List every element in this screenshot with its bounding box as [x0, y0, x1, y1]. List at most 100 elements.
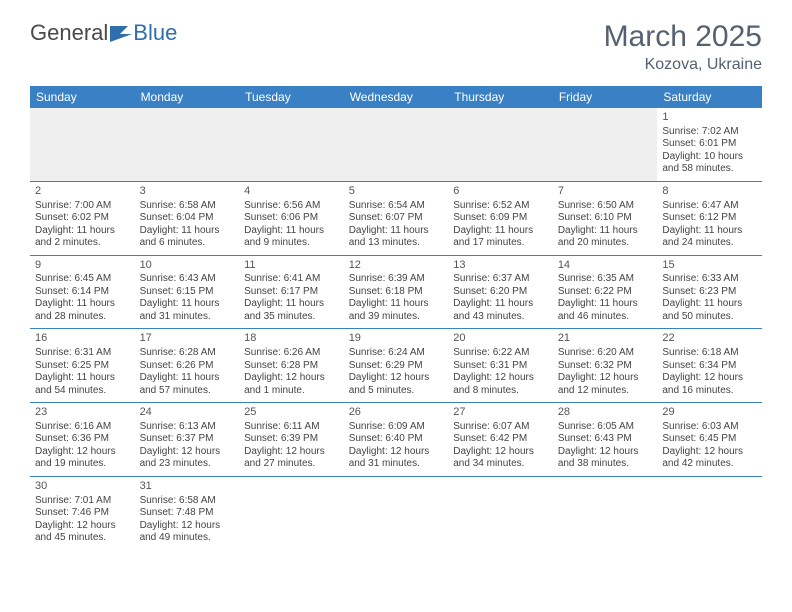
daylight-text: Daylight: 11 hours and 35 minutes. [244, 298, 339, 323]
daylight-text: Daylight: 12 hours and 45 minutes. [35, 520, 130, 545]
sunrise-text: Sunrise: 6:26 AM [244, 347, 339, 360]
daylight-text: Daylight: 11 hours and 9 minutes. [244, 225, 339, 250]
day-number: 22 [662, 332, 757, 346]
calendar-cell: 13Sunrise: 6:37 AMSunset: 6:20 PMDayligh… [448, 255, 553, 329]
sunrise-text: Sunrise: 6:03 AM [662, 421, 757, 434]
daylight-text: Daylight: 11 hours and 2 minutes. [35, 225, 130, 250]
sunset-text: Sunset: 6:28 PM [244, 360, 339, 373]
sunrise-text: Sunrise: 6:07 AM [453, 421, 548, 434]
sunset-text: Sunset: 6:36 PM [35, 433, 130, 446]
sunrise-text: Sunrise: 6:05 AM [558, 421, 653, 434]
sunrise-text: Sunrise: 6:35 AM [558, 273, 653, 286]
sunrise-text: Sunrise: 6:24 AM [349, 347, 444, 360]
day-number: 24 [140, 406, 235, 420]
sunrise-text: Sunrise: 6:52 AM [453, 200, 548, 213]
daylight-text: Daylight: 11 hours and 31 minutes. [140, 298, 235, 323]
weekday-header: Friday [553, 86, 658, 108]
daylight-text: Daylight: 12 hours and 38 minutes. [558, 446, 653, 471]
calendar-cell [344, 476, 449, 549]
day-number: 23 [35, 406, 130, 420]
daylight-text: Daylight: 11 hours and 28 minutes. [35, 298, 130, 323]
sunrise-text: Sunrise: 6:18 AM [662, 347, 757, 360]
day-number: 29 [662, 406, 757, 420]
calendar-cell: 19Sunrise: 6:24 AMSunset: 6:29 PMDayligh… [344, 329, 449, 403]
sunset-text: Sunset: 6:04 PM [140, 212, 235, 225]
calendar-cell: 15Sunrise: 6:33 AMSunset: 6:23 PMDayligh… [657, 255, 762, 329]
sunset-text: Sunset: 6:43 PM [558, 433, 653, 446]
calendar-cell: 4Sunrise: 6:56 AMSunset: 6:06 PMDaylight… [239, 181, 344, 255]
sunset-text: Sunset: 6:31 PM [453, 360, 548, 373]
calendar-cell [239, 108, 344, 181]
sunset-text: Sunset: 6:26 PM [140, 360, 235, 373]
sunset-text: Sunset: 6:07 PM [349, 212, 444, 225]
weekday-header-row: Sunday Monday Tuesday Wednesday Thursday… [30, 86, 762, 108]
day-number: 13 [453, 259, 548, 273]
day-number: 8 [662, 185, 757, 199]
daylight-text: Daylight: 12 hours and 34 minutes. [453, 446, 548, 471]
sunrise-text: Sunrise: 6:31 AM [35, 347, 130, 360]
sunrise-text: Sunrise: 7:01 AM [35, 495, 130, 508]
daylight-text: Daylight: 12 hours and 31 minutes. [349, 446, 444, 471]
day-number: 6 [453, 185, 548, 199]
calendar-cell: 5Sunrise: 6:54 AMSunset: 6:07 PMDaylight… [344, 181, 449, 255]
calendar-cell: 30Sunrise: 7:01 AMSunset: 7:46 PMDayligh… [30, 476, 135, 549]
header: GeneralBlue March 2025 Kozova, Ukraine [30, 20, 762, 74]
sunrise-text: Sunrise: 6:58 AM [140, 495, 235, 508]
calendar-cell: 17Sunrise: 6:28 AMSunset: 6:26 PMDayligh… [135, 329, 240, 403]
calendar-cell: 29Sunrise: 6:03 AMSunset: 6:45 PMDayligh… [657, 403, 762, 477]
day-number: 27 [453, 406, 548, 420]
daylight-text: Daylight: 11 hours and 57 minutes. [140, 372, 235, 397]
day-number: 9 [35, 259, 130, 273]
calendar-cell: 11Sunrise: 6:41 AMSunset: 6:17 PMDayligh… [239, 255, 344, 329]
daylight-text: Daylight: 11 hours and 43 minutes. [453, 298, 548, 323]
calendar-week-row: 16Sunrise: 6:31 AMSunset: 6:25 PMDayligh… [30, 329, 762, 403]
calendar-cell [553, 476, 658, 549]
daylight-text: Daylight: 12 hours and 49 minutes. [140, 520, 235, 545]
calendar-cell: 9Sunrise: 6:45 AMSunset: 6:14 PMDaylight… [30, 255, 135, 329]
sunrise-text: Sunrise: 6:58 AM [140, 200, 235, 213]
day-number: 1 [662, 111, 757, 125]
sunset-text: Sunset: 6:39 PM [244, 433, 339, 446]
sunrise-text: Sunrise: 6:13 AM [140, 421, 235, 434]
sunrise-text: Sunrise: 6:28 AM [140, 347, 235, 360]
day-number: 4 [244, 185, 339, 199]
calendar-cell: 25Sunrise: 6:11 AMSunset: 6:39 PMDayligh… [239, 403, 344, 477]
calendar-week-row: 30Sunrise: 7:01 AMSunset: 7:46 PMDayligh… [30, 476, 762, 549]
sunset-text: Sunset: 6:01 PM [662, 138, 757, 151]
sunset-text: Sunset: 6:10 PM [558, 212, 653, 225]
daylight-text: Daylight: 11 hours and 54 minutes. [35, 372, 130, 397]
day-number: 12 [349, 259, 444, 273]
calendar-week-row: 2Sunrise: 7:00 AMSunset: 6:02 PMDaylight… [30, 181, 762, 255]
sunrise-text: Sunrise: 6:11 AM [244, 421, 339, 434]
logo-text-2: Blue [133, 20, 177, 46]
daylight-text: Daylight: 12 hours and 8 minutes. [453, 372, 548, 397]
calendar-table: Sunday Monday Tuesday Wednesday Thursday… [30, 86, 762, 550]
daylight-text: Daylight: 12 hours and 5 minutes. [349, 372, 444, 397]
calendar-cell: 20Sunrise: 6:22 AMSunset: 6:31 PMDayligh… [448, 329, 553, 403]
calendar-week-row: 23Sunrise: 6:16 AMSunset: 6:36 PMDayligh… [30, 403, 762, 477]
calendar-cell: 6Sunrise: 6:52 AMSunset: 6:09 PMDaylight… [448, 181, 553, 255]
calendar-week-row: 9Sunrise: 6:45 AMSunset: 6:14 PMDaylight… [30, 255, 762, 329]
day-number: 7 [558, 185, 653, 199]
sunset-text: Sunset: 6:42 PM [453, 433, 548, 446]
calendar-cell: 28Sunrise: 6:05 AMSunset: 6:43 PMDayligh… [553, 403, 658, 477]
sunset-text: Sunset: 7:46 PM [35, 507, 130, 520]
calendar-cell [30, 108, 135, 181]
sunrise-text: Sunrise: 6:09 AM [349, 421, 444, 434]
calendar-cell: 12Sunrise: 6:39 AMSunset: 6:18 PMDayligh… [344, 255, 449, 329]
daylight-text: Daylight: 11 hours and 17 minutes. [453, 225, 548, 250]
sunrise-text: Sunrise: 6:20 AM [558, 347, 653, 360]
daylight-text: Daylight: 12 hours and 1 minute. [244, 372, 339, 397]
calendar-cell: 10Sunrise: 6:43 AMSunset: 6:15 PMDayligh… [135, 255, 240, 329]
sunset-text: Sunset: 6:09 PM [453, 212, 548, 225]
calendar-cell [239, 476, 344, 549]
day-number: 11 [244, 259, 339, 273]
sunset-text: Sunset: 6:45 PM [662, 433, 757, 446]
sunset-text: Sunset: 7:48 PM [140, 507, 235, 520]
daylight-text: Daylight: 11 hours and 20 minutes. [558, 225, 653, 250]
title-block: March 2025 Kozova, Ukraine [604, 20, 762, 74]
calendar-cell: 26Sunrise: 6:09 AMSunset: 6:40 PMDayligh… [344, 403, 449, 477]
day-number: 31 [140, 480, 235, 494]
day-number: 3 [140, 185, 235, 199]
day-number: 10 [140, 259, 235, 273]
